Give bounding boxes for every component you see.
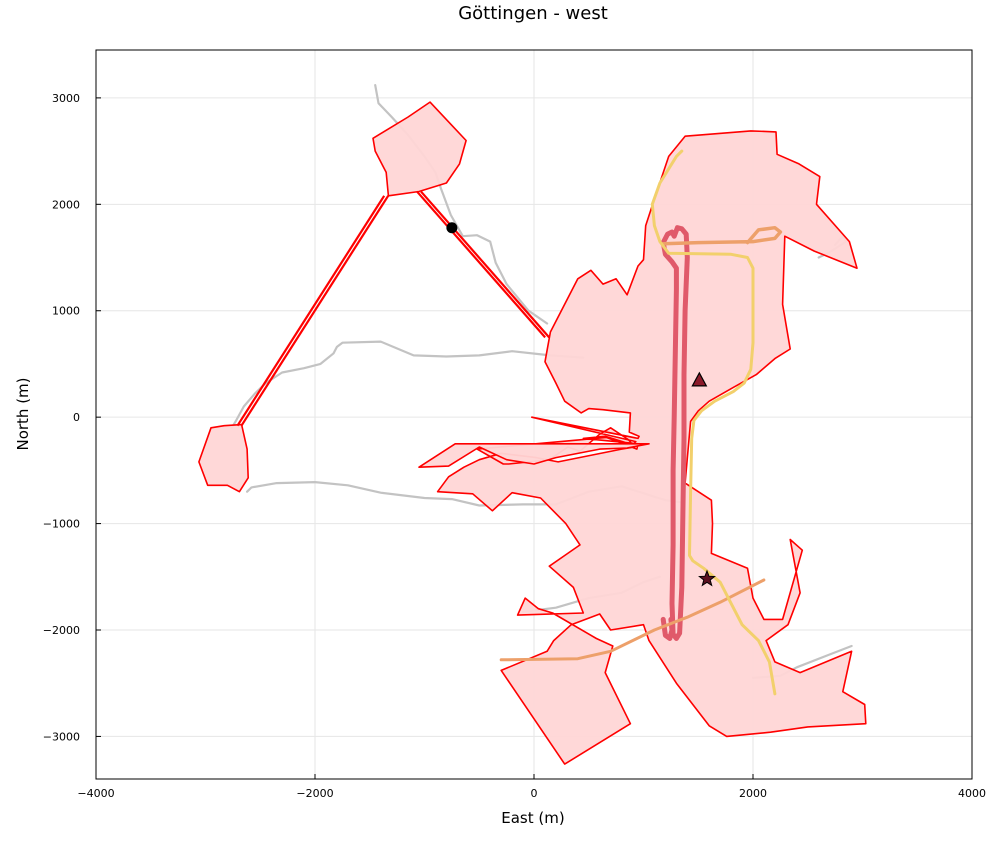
zone-north-west-cluster [372, 101, 467, 197]
zone-south-cluster [418, 442, 650, 469]
x-tick-label: −4000 [77, 787, 114, 800]
link-north-to-centre [416, 190, 546, 339]
zone-links [236, 190, 550, 427]
link-north-to-west [236, 195, 386, 427]
x-axis-ticks: −4000 −2000 0 2000 4000 [77, 774, 986, 800]
y-axis-label: North (m) [14, 377, 32, 450]
route-lines [499, 149, 783, 696]
circle-marker [446, 222, 458, 234]
road-line [230, 340, 585, 429]
chart-title: Göttingen - west [458, 3, 608, 24]
x-tick-label: −2000 [296, 787, 333, 800]
y-tick-label: −3000 [43, 730, 80, 743]
triangle-marker [691, 371, 708, 387]
link-north-to-west-parallel [240, 195, 390, 427]
x-tick-label: 4000 [958, 787, 986, 800]
y-tick-label: 2000 [52, 198, 80, 211]
markers [446, 222, 716, 587]
route-yellow [650, 149, 777, 696]
y-tick-label: −1000 [43, 518, 80, 531]
star-marker [698, 569, 716, 587]
route-orange-north [661, 225, 783, 246]
zone-central-east-cluster [436, 130, 867, 765]
zone-polygons [198, 101, 867, 765]
x-tick-label: 2000 [739, 787, 767, 800]
route-red-loop-south [660, 616, 675, 641]
link-north-to-centre-parallel [420, 190, 550, 339]
x-axis-label: East (m) [501, 809, 564, 827]
y-tick-label: 3000 [52, 92, 80, 105]
x-tick-label: 0 [531, 787, 538, 800]
y-tick-label: 0 [73, 411, 80, 424]
y-tick-label: −2000 [43, 624, 80, 637]
route-orange-south [499, 578, 766, 662]
y-tick-label: 1000 [52, 305, 80, 318]
y-axis-ticks: −3000 −2000 −1000 0 1000 2000 3000 [43, 92, 101, 743]
zone-far-west-cluster [198, 423, 249, 493]
